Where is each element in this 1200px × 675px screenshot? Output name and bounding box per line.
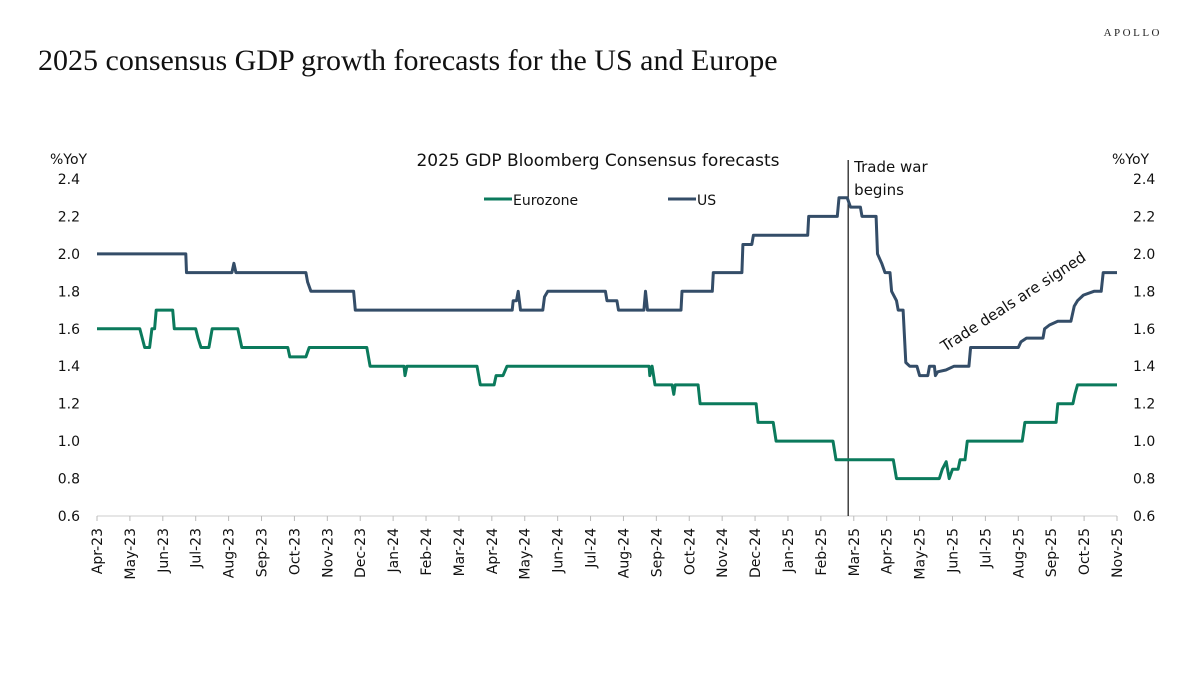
y-tick-label-left: 2.0 xyxy=(58,247,80,263)
page-title: 2025 consensus GDP growth forecasts for … xyxy=(38,44,778,77)
y-tick-label-right: 0.8 xyxy=(1133,472,1155,488)
y-tick-label-right: 2.0 xyxy=(1133,247,1155,263)
x-tick-label: Dec-23 xyxy=(353,528,369,578)
x-tick-label: Sep-25 xyxy=(1044,528,1060,577)
x-tick-label: Jul-23 xyxy=(189,528,205,569)
x-tick-label: Oct-24 xyxy=(682,528,698,575)
y-tick-label-left: 1.0 xyxy=(58,434,80,450)
x-tick-label: Jan-24 xyxy=(386,528,402,574)
x-tick-label: Aug-25 xyxy=(1011,528,1027,578)
x-tick-label: Feb-25 xyxy=(814,528,830,576)
y-tick-label-left: 1.6 xyxy=(58,322,80,338)
y-tick-label-left: 1.8 xyxy=(58,284,80,300)
x-tick-label: Oct-25 xyxy=(1077,528,1093,575)
x-tick-label: Sep-23 xyxy=(255,528,271,577)
y-tick-label-right: 2.2 xyxy=(1133,209,1155,225)
y-axis-label-left: %YoY xyxy=(50,152,88,168)
annotation-begins: begins xyxy=(854,181,904,199)
x-tick-label: May-25 xyxy=(913,528,929,580)
x-tick-label: Mar-24 xyxy=(452,528,468,576)
y-tick-label-left: 1.4 xyxy=(58,359,80,375)
x-tick-label: Feb-24 xyxy=(419,528,435,576)
x-tick-label: Nov-24 xyxy=(715,528,731,578)
x-tick-label: Jun-23 xyxy=(156,528,172,574)
x-tick-label: Nov-25 xyxy=(1110,528,1126,578)
x-tick-label: Aug-24 xyxy=(616,528,632,578)
chart-title: 2025 GDP Bloomberg Consensus forecasts xyxy=(416,151,779,171)
x-tick-label: Jul-25 xyxy=(978,528,994,569)
x-tick-label: Sep-24 xyxy=(649,528,665,577)
y-tick-label-left: 1.2 xyxy=(58,397,80,413)
legend-label-us: US xyxy=(697,193,716,209)
y-tick-label-right: 0.6 xyxy=(1133,509,1155,525)
y-tick-label-right: 1.0 xyxy=(1133,434,1155,450)
y-tick-label-left: 0.8 xyxy=(58,472,80,488)
x-tick-label: Jun-25 xyxy=(945,528,961,574)
series-line-us xyxy=(97,196,1117,378)
x-tick-label: Apr-23 xyxy=(90,528,106,574)
y-tick-label-right: 1.8 xyxy=(1133,284,1155,300)
y-tick-label-right: 1.6 xyxy=(1133,322,1155,338)
x-tick-label: Jul-24 xyxy=(584,528,600,569)
x-tick-label: Dec-24 xyxy=(748,528,764,578)
x-tick-label: Apr-25 xyxy=(880,528,896,574)
annotation-trade-deals: Trade deals are signed xyxy=(937,248,1090,356)
apollo-logo: APOLLO xyxy=(1103,27,1162,39)
x-tick-label: May-24 xyxy=(518,528,534,580)
x-tick-label: May-23 xyxy=(123,528,139,580)
y-axis-label-right: %YoY xyxy=(1112,152,1150,168)
annotation-trade-war: Trade war xyxy=(853,158,928,176)
y-tick-label-left: 0.6 xyxy=(58,509,80,525)
series-line-eurozone xyxy=(97,308,1117,481)
x-tick-label: Jun-24 xyxy=(551,528,567,574)
x-tick-label: Mar-25 xyxy=(847,528,863,576)
legend-label-eurozone: Eurozone xyxy=(513,193,578,209)
x-tick-label: Apr-24 xyxy=(485,528,501,574)
y-tick-label-left: 2.4 xyxy=(58,172,80,188)
y-tick-label-right: 1.2 xyxy=(1133,397,1155,413)
y-tick-label-right: 2.4 xyxy=(1133,172,1155,188)
x-tick-label: Jan-25 xyxy=(781,528,797,573)
x-tick-label: Nov-23 xyxy=(320,528,336,578)
x-tick-label: Oct-23 xyxy=(287,528,303,575)
y-tick-label-right: 1.4 xyxy=(1133,359,1155,375)
x-tick-label: Aug-23 xyxy=(222,528,238,578)
y-tick-label-left: 2.2 xyxy=(58,209,80,225)
